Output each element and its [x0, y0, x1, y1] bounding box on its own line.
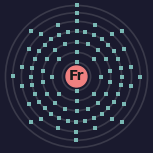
- Point: [34, 58, 36, 60]
- Point: [75, 41, 78, 44]
- Point: [30, 120, 33, 123]
- Point: [64, 43, 66, 46]
- Point: [75, 120, 78, 123]
- Point: [75, 11, 78, 14]
- Point: [105, 92, 107, 95]
- Point: [31, 84, 34, 86]
- Point: [113, 50, 115, 53]
- Point: [120, 120, 123, 123]
- Text: Fr: Fr: [69, 69, 84, 84]
- Point: [111, 33, 113, 35]
- Point: [107, 43, 110, 46]
- Point: [105, 58, 107, 61]
- Point: [93, 117, 95, 119]
- Point: [119, 84, 122, 86]
- Point: [87, 43, 89, 46]
- Point: [75, 30, 78, 33]
- Point: [75, 130, 78, 133]
- Point: [42, 81, 44, 84]
- Point: [75, 51, 78, 54]
- Point: [120, 75, 123, 78]
- Point: [75, 89, 78, 92]
- Point: [87, 107, 89, 110]
- Point: [75, 4, 78, 7]
- Point: [117, 58, 119, 60]
- Point: [75, 61, 78, 64]
- Point: [75, 99, 78, 102]
- Point: [40, 118, 42, 120]
- Point: [75, 139, 78, 142]
- Point: [84, 119, 86, 122]
- Point: [67, 31, 69, 34]
- Point: [94, 127, 97, 129]
- Point: [38, 100, 40, 103]
- Point: [109, 69, 111, 72]
- Circle shape: [66, 66, 87, 87]
- Point: [94, 24, 97, 26]
- Point: [93, 34, 95, 36]
- Point: [56, 127, 59, 129]
- Point: [53, 101, 56, 104]
- Point: [31, 67, 34, 69]
- Point: [46, 58, 48, 61]
- Point: [11, 75, 14, 78]
- Point: [99, 75, 102, 78]
- Point: [84, 31, 86, 34]
- Point: [97, 49, 100, 52]
- Point: [120, 30, 123, 33]
- Point: [67, 119, 69, 122]
- Point: [40, 33, 42, 35]
- Point: [43, 43, 46, 46]
- Point: [50, 113, 53, 115]
- Point: [92, 92, 95, 95]
- Point: [53, 49, 56, 52]
- Point: [28, 103, 30, 105]
- Point: [139, 75, 142, 78]
- Point: [21, 85, 23, 87]
- Point: [21, 66, 23, 68]
- Point: [130, 85, 132, 87]
- Point: [97, 101, 100, 104]
- Point: [28, 48, 30, 50]
- Point: [30, 30, 33, 33]
- Point: [58, 117, 60, 119]
- Point: [123, 103, 125, 105]
- Point: [34, 93, 36, 95]
- Point: [100, 113, 103, 115]
- Point: [30, 75, 33, 78]
- Point: [58, 58, 61, 61]
- Point: [107, 107, 110, 110]
- Point: [130, 66, 132, 68]
- Point: [92, 58, 95, 61]
- Point: [100, 38, 103, 40]
- Point: [111, 118, 113, 120]
- Point: [50, 38, 53, 40]
- Point: [113, 100, 115, 103]
- Point: [42, 69, 44, 72]
- Point: [38, 50, 40, 53]
- Point: [58, 34, 60, 36]
- Point: [123, 48, 125, 50]
- Point: [58, 92, 61, 95]
- Point: [46, 92, 48, 95]
- Point: [56, 24, 59, 26]
- Point: [43, 107, 46, 110]
- Point: [119, 67, 122, 69]
- Point: [75, 109, 78, 112]
- Point: [51, 75, 54, 78]
- Point: [64, 107, 66, 110]
- Point: [117, 93, 119, 95]
- Point: [109, 81, 111, 84]
- Point: [75, 20, 78, 23]
